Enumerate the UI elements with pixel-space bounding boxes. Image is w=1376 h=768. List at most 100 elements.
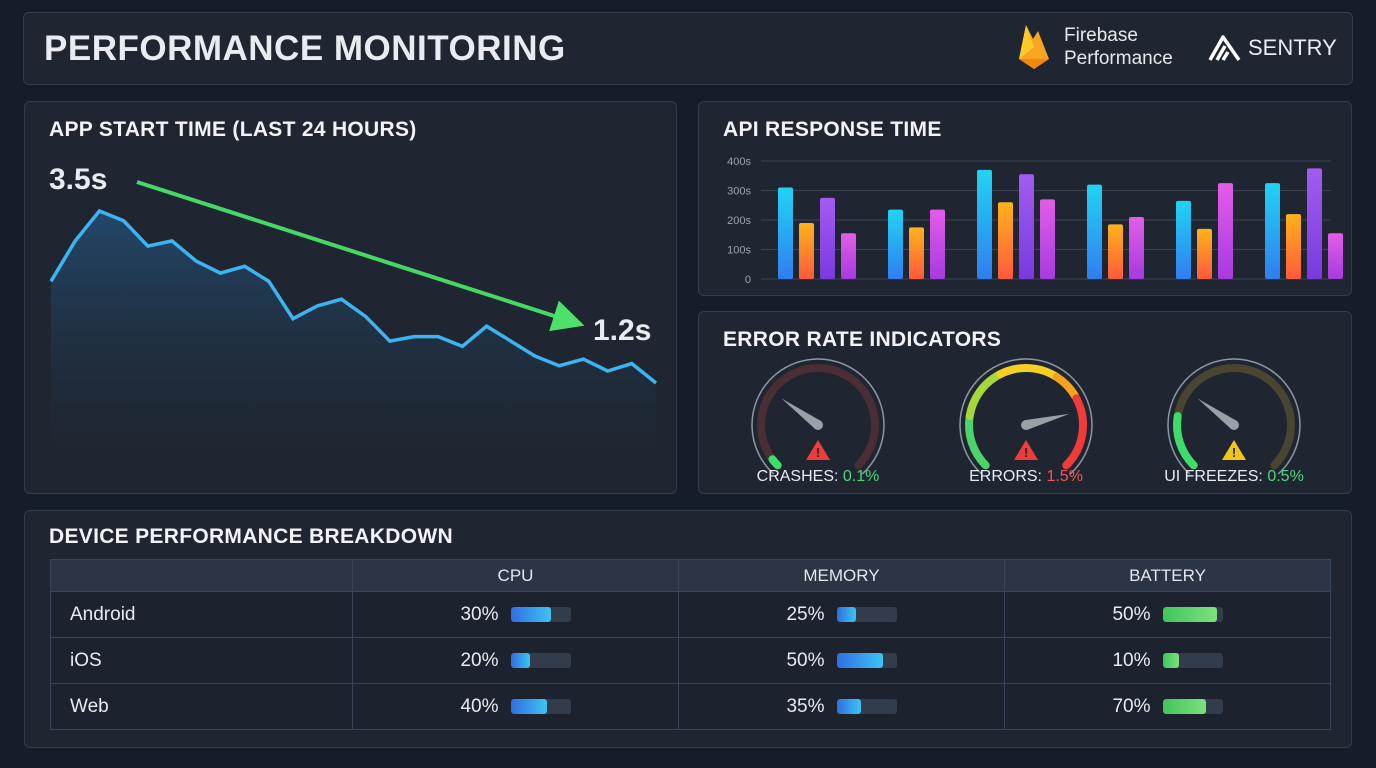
y-tick-label: 0 <box>745 274 751 286</box>
metric-cell: 50% <box>1004 591 1331 638</box>
panel-title: APP START TIME (LAST 24 HOURS) <box>49 118 417 141</box>
bar-d <box>930 209 945 279</box>
metric-value: 20% <box>460 649 499 671</box>
metric-bar-fill <box>510 652 531 668</box>
gauge-value: 1.5% <box>1046 468 1083 485</box>
gauge-metric: ERRORS: <box>969 468 1042 485</box>
metric-bar <box>510 698 571 714</box>
metric-bar-fill <box>1162 698 1206 714</box>
firebase-logo: Firebase Performance <box>1016 23 1173 71</box>
bar-c <box>820 197 835 279</box>
bar-a <box>778 187 793 279</box>
metric-bar <box>1162 698 1223 714</box>
bar-b <box>909 227 924 279</box>
metric-bar-fill <box>836 652 884 668</box>
app-start-chart <box>49 180 658 462</box>
y-tick-label: 200s <box>727 215 751 227</box>
metric-bar-fill <box>510 698 547 714</box>
firebase-flame-icon <box>1019 25 1049 69</box>
platform-name: Android <box>50 591 353 638</box>
bar-b <box>1197 228 1212 279</box>
gauge-value: 0.5% <box>1267 468 1304 485</box>
bar-c <box>1019 174 1034 279</box>
firebase-name: Firebase <box>1064 25 1138 46</box>
metric-value: 70% <box>1112 695 1151 717</box>
metric-bar <box>836 652 897 668</box>
end-value-label: 1.2s <box>593 314 652 347</box>
metric-cell: 20% <box>352 637 679 684</box>
bar-d <box>1328 233 1343 279</box>
start-time-line <box>49 208 658 385</box>
metric-bar <box>510 606 571 622</box>
sentry-logo: SENTRY <box>1208 33 1337 63</box>
device-performance-panel: DEVICE PERFORMANCE BREAKDOWN CPU MEMORY BA… <box>24 510 1352 748</box>
bar-d <box>1040 199 1055 279</box>
bar-a <box>977 169 992 279</box>
metric-bar-fill <box>1162 606 1217 622</box>
metric-cell: 25% <box>678 591 1005 638</box>
column-header: MEMORY <box>678 559 1005 592</box>
header: PERFORMANCE MONITORING Firebase Performan… <box>23 12 1353 85</box>
bar-a <box>1265 183 1280 279</box>
app-start-time-panel: APP START TIME (LAST 24 HOURS) 3.5s 1.2s <box>24 101 677 494</box>
error-rate-panel: ERROR RATE INDICATORS <box>698 311 1352 494</box>
y-tick-label: 400s <box>727 156 751 168</box>
sentry-icon <box>1208 35 1241 61</box>
metric-bar-fill <box>836 606 857 622</box>
bar-c <box>1307 168 1322 279</box>
bar-d <box>1218 183 1233 279</box>
column-header: CPU <box>352 559 679 592</box>
gauge-label: UI FREEZES: 0.5% <box>1164 468 1304 486</box>
gauge-metric: CRASHES: <box>756 468 839 485</box>
y-tick-label: 100s <box>727 245 751 257</box>
metric-bar <box>510 652 571 668</box>
table-row: Web 40% 35% 70% <box>50 683 1331 730</box>
panel-title: ERROR RATE INDICATORS <box>723 328 1002 351</box>
panel-title: API RESPONSE TIME <box>723 118 942 141</box>
bar-a <box>1176 200 1191 279</box>
platform-name: iOS <box>50 637 353 684</box>
metric-bar <box>1162 606 1223 622</box>
metric-cell: 10% <box>1004 637 1331 684</box>
metric-value: 35% <box>786 695 825 717</box>
metric-bar <box>1162 652 1223 668</box>
bar-b <box>1108 224 1123 279</box>
gauge-label: CRASHES: 0.1% <box>757 468 880 486</box>
device-table: CPU MEMORY BATTERY Android 30% 25% 50% iOS 20% 50… <box>50 559 1331 730</box>
bar-b <box>799 222 814 279</box>
bar-d <box>1129 217 1144 279</box>
sentry-name: SENTRY <box>1248 35 1337 60</box>
metric-value: 50% <box>1112 603 1151 625</box>
gauge-label: ERRORS: 1.5% <box>969 468 1083 486</box>
metric-cell: 70% <box>1004 683 1331 730</box>
bar-b <box>1286 214 1301 279</box>
metric-cell: 50% <box>678 637 1005 684</box>
bar-b <box>998 202 1013 279</box>
bar-a <box>1087 184 1102 279</box>
metric-bar <box>836 698 897 714</box>
column-header: BATTERY <box>1004 559 1331 592</box>
api-bar-chart: 0 100s 200s 300s 400s <box>727 156 1343 286</box>
y-tick-label: 300s <box>727 186 751 198</box>
trend-arrow <box>136 180 585 332</box>
metric-bar-fill <box>1162 652 1179 668</box>
metric-value: 40% <box>460 695 499 717</box>
panel-title: DEVICE PERFORMANCE BREAKDOWN <box>49 525 453 548</box>
metric-value: 10% <box>1112 649 1151 671</box>
api-response-panel: API RESPONSE TIME 0 100s 200s 300s 400s <box>698 101 1352 296</box>
metric-value: 30% <box>460 603 499 625</box>
metric-bar-fill <box>836 698 861 714</box>
bar-d <box>841 233 856 279</box>
metric-cell: 30% <box>352 591 679 638</box>
area-fill <box>51 211 656 462</box>
platform-name: Web <box>50 683 353 730</box>
metric-value: 50% <box>786 649 825 671</box>
table-row: iOS 20% 50% 10% <box>50 637 1331 684</box>
table-row: Android 30% 25% 50% <box>50 591 1331 638</box>
bar-a <box>888 209 903 279</box>
page-title: PERFORMANCE MONITORING <box>44 29 566 68</box>
metric-bar <box>836 606 897 622</box>
gauge-metric: UI FREEZES: <box>1164 468 1263 485</box>
metric-cell: 35% <box>678 683 1005 730</box>
firebase-product: Performance <box>1064 48 1173 69</box>
